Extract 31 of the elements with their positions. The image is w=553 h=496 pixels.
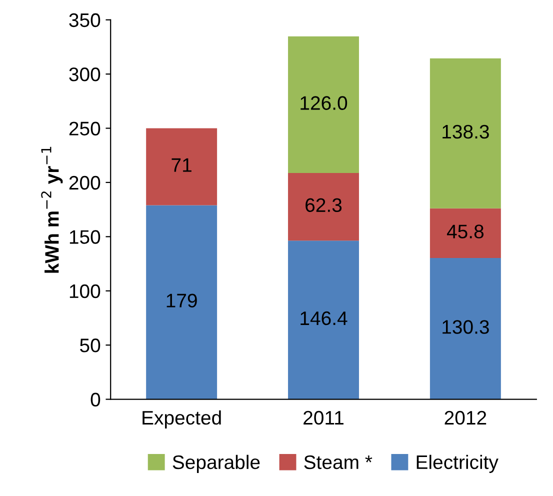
y-tick-label: 350 — [69, 13, 100, 28]
data-label: 146.4 — [300, 311, 348, 326]
data-label: 179 — [166, 294, 197, 308]
data-label: 62.3 — [306, 198, 342, 212]
y-tick-label: 0 — [90, 392, 100, 407]
y-tick-label: 300 — [69, 68, 100, 82]
y-tick-label: 50 — [80, 338, 100, 352]
data-label: 45.8 — [446, 224, 484, 238]
data-label: 126.0 — [300, 96, 348, 110]
legend-label: Steam * — [304, 455, 372, 470]
x-tick-label: 2012 — [444, 410, 486, 425]
bar — [146, 128, 218, 206]
bar — [430, 58, 501, 208]
y-tick-label: 200 — [69, 176, 100, 190]
data-label: 130.3 — [442, 320, 489, 334]
bar — [288, 36, 359, 174]
x-tick-label: Expected — [142, 410, 221, 429]
bar — [430, 258, 501, 400]
y-axis-title: kWh m$^{−2}$ yr$^{−1}$ — [41, 146, 63, 273]
legend-label: Electricity — [416, 454, 498, 473]
y-tick-label: 150 — [70, 230, 100, 244]
bar — [430, 208, 501, 258]
x-tick-label: 2011 — [304, 410, 344, 425]
bar — [288, 173, 359, 241]
legend-label: Separable — [172, 454, 260, 473]
y-tick-label: 250 — [69, 122, 100, 136]
bar — [288, 240, 359, 400]
data-label: 138.3 — [442, 124, 489, 139]
y-tick-label: 100 — [70, 284, 100, 298]
data-label: 71 — [172, 158, 192, 172]
bar — [146, 205, 218, 400]
